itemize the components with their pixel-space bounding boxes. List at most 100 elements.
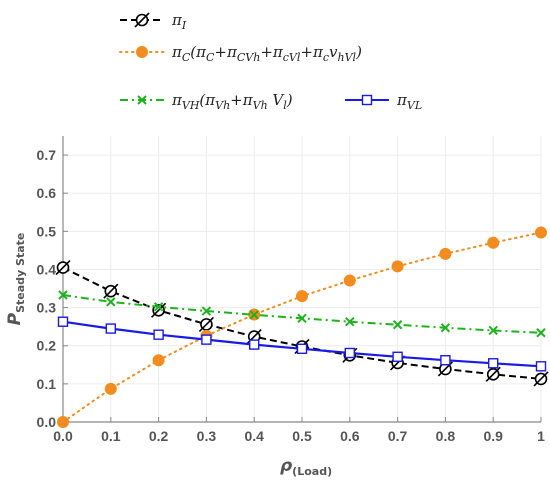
marker-slashed-circle <box>198 316 214 332</box>
x-tick-label: 0.0 <box>53 428 73 444</box>
legend-label-part: CV <box>237 51 254 64</box>
y-tick-label: 0.3 <box>37 300 57 316</box>
marker-open-square <box>57 316 69 327</box>
y-tick-label: 0.2 <box>37 338 57 354</box>
legend-item-1: πI <box>120 11 187 32</box>
legend-label-part: I <box>181 19 187 32</box>
x-tick-label: 0.3 <box>197 428 217 444</box>
x-tick-label: 0.9 <box>483 428 503 444</box>
marker-cross-b <box>58 290 68 300</box>
legend-label-part: V <box>215 99 224 112</box>
marker-filled-circle <box>391 260 404 273</box>
marker-cross <box>201 306 212 316</box>
marker-slashed-circle <box>151 302 167 318</box>
marker-slash <box>134 12 150 28</box>
legend-label-part: (π <box>190 43 207 61</box>
marker-cross-b <box>440 323 451 333</box>
marker-filled-circle <box>535 226 547 239</box>
legend-label-part: +π <box>300 43 324 61</box>
marker-cross <box>58 290 68 300</box>
marker-filled-circle <box>343 274 356 287</box>
marker-open-square <box>296 343 308 354</box>
marker-cross-b <box>201 306 212 316</box>
legend-label-part: V <box>345 51 354 64</box>
legend-label: πC(πC+πCVh+πcVl+πcvhVl) <box>171 43 362 64</box>
axis-titles: ρ(Load) PSteady State <box>5 233 332 478</box>
marker-open-square <box>105 323 117 334</box>
marker-cross <box>106 297 116 307</box>
marker-cross-b <box>153 302 164 312</box>
y-axis-title: PSteady State <box>5 233 27 326</box>
marker-cross-b <box>249 310 259 320</box>
legend-label-part: V <box>268 91 286 109</box>
y-tick-label: 0.7 <box>37 147 57 163</box>
legend-label-part: ) <box>355 43 362 61</box>
marker-slash <box>103 283 119 299</box>
marker-slash <box>533 371 549 387</box>
marker-open-square <box>488 358 499 369</box>
legend-label-part: h <box>253 51 260 64</box>
legend-label-part: +π <box>260 43 284 61</box>
marker-cross-b <box>297 313 307 323</box>
marker-slash <box>151 302 167 318</box>
legend-label-part: π <box>396 91 408 109</box>
y-axis-title-main: P <box>5 312 25 325</box>
marker-filled-circle <box>487 236 500 249</box>
series-group <box>55 226 549 428</box>
marker-filled-circle <box>152 354 165 367</box>
marker-cross <box>137 95 147 105</box>
grid-lines <box>62 136 542 423</box>
marker-open-square <box>153 329 164 340</box>
x-tick-label: 0.2 <box>149 428 169 444</box>
legend-label-part: h <box>223 99 230 112</box>
marker-open-square <box>392 351 403 362</box>
legend-label-part: cV <box>283 51 298 64</box>
x-tick-label: 0.7 <box>388 428 408 444</box>
marker-slashed-circle <box>485 366 501 382</box>
marker-cross <box>297 313 307 323</box>
marker-cross <box>249 310 259 320</box>
legend-label-part: v <box>329 43 338 61</box>
marker-cross <box>392 320 403 330</box>
legend-item-3: πVH(πVh+πVh Vl) <box>120 91 293 112</box>
legend-label-part: C <box>182 51 191 64</box>
legend-label-part: π <box>171 11 183 29</box>
legend-label-part: ) <box>286 91 293 109</box>
marker-cross-b <box>345 317 355 327</box>
marker-cross-b <box>536 328 546 338</box>
tick-labels: 0.0 0.1 0.2 0.3 0.4 0.5 0.6 0.7 0.8 0.9 1 0.0 0.1 0.2… <box>37 147 546 444</box>
y-tick-label: 0.5 <box>37 223 57 239</box>
legend-label: πI <box>171 11 187 32</box>
legend-label-part: l <box>297 51 301 64</box>
marker-slashed-circle <box>103 283 119 299</box>
marker-slashed-circle <box>134 12 150 28</box>
legend-label-part: (π <box>199 91 216 109</box>
marker-filled-circle <box>296 290 308 303</box>
legend-label: πVL <box>396 91 422 112</box>
legend-label-part: h <box>261 99 268 112</box>
series-3 <box>58 290 546 338</box>
legend-label-part: c <box>323 51 329 64</box>
marker-open-square <box>440 355 451 366</box>
marker-cross <box>345 317 355 327</box>
legend-label-part: l <box>353 51 357 64</box>
x-axis-title-sub: (Load) <box>292 465 332 478</box>
x-tick-label: 1 <box>537 428 545 444</box>
marker-cross-b <box>488 325 498 336</box>
y-tick-label: 0.1 <box>37 376 57 392</box>
legend-label-part: H <box>189 99 200 112</box>
series-4 <box>57 316 547 372</box>
y-tick-label: 0.6 <box>37 185 57 201</box>
x-tick-label: 0.4 <box>244 428 264 444</box>
legend-item-2: πC(πC+πCVh+πcVl+πcvhVl) <box>119 43 362 64</box>
marker-slash <box>485 366 501 382</box>
legend-label-part: +π <box>230 91 254 109</box>
marker-open-square <box>535 361 547 372</box>
marker-open-square <box>201 334 212 345</box>
marker-cross-b <box>392 320 403 330</box>
legend-label-part: π <box>171 91 183 109</box>
series-line <box>62 266 542 380</box>
marker-slash <box>198 316 214 332</box>
